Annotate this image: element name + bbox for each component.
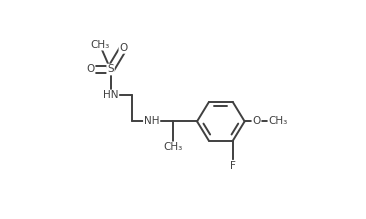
Text: NH: NH [144, 116, 160, 126]
Text: O: O [86, 65, 94, 74]
Text: S: S [107, 65, 114, 74]
Text: HN: HN [103, 90, 118, 101]
Text: O: O [253, 116, 261, 126]
Text: CH₃: CH₃ [268, 116, 288, 126]
Text: F: F [230, 161, 236, 171]
Text: CH₃: CH₃ [90, 40, 109, 50]
Text: CH₃: CH₃ [164, 142, 183, 152]
Text: O: O [119, 43, 128, 53]
